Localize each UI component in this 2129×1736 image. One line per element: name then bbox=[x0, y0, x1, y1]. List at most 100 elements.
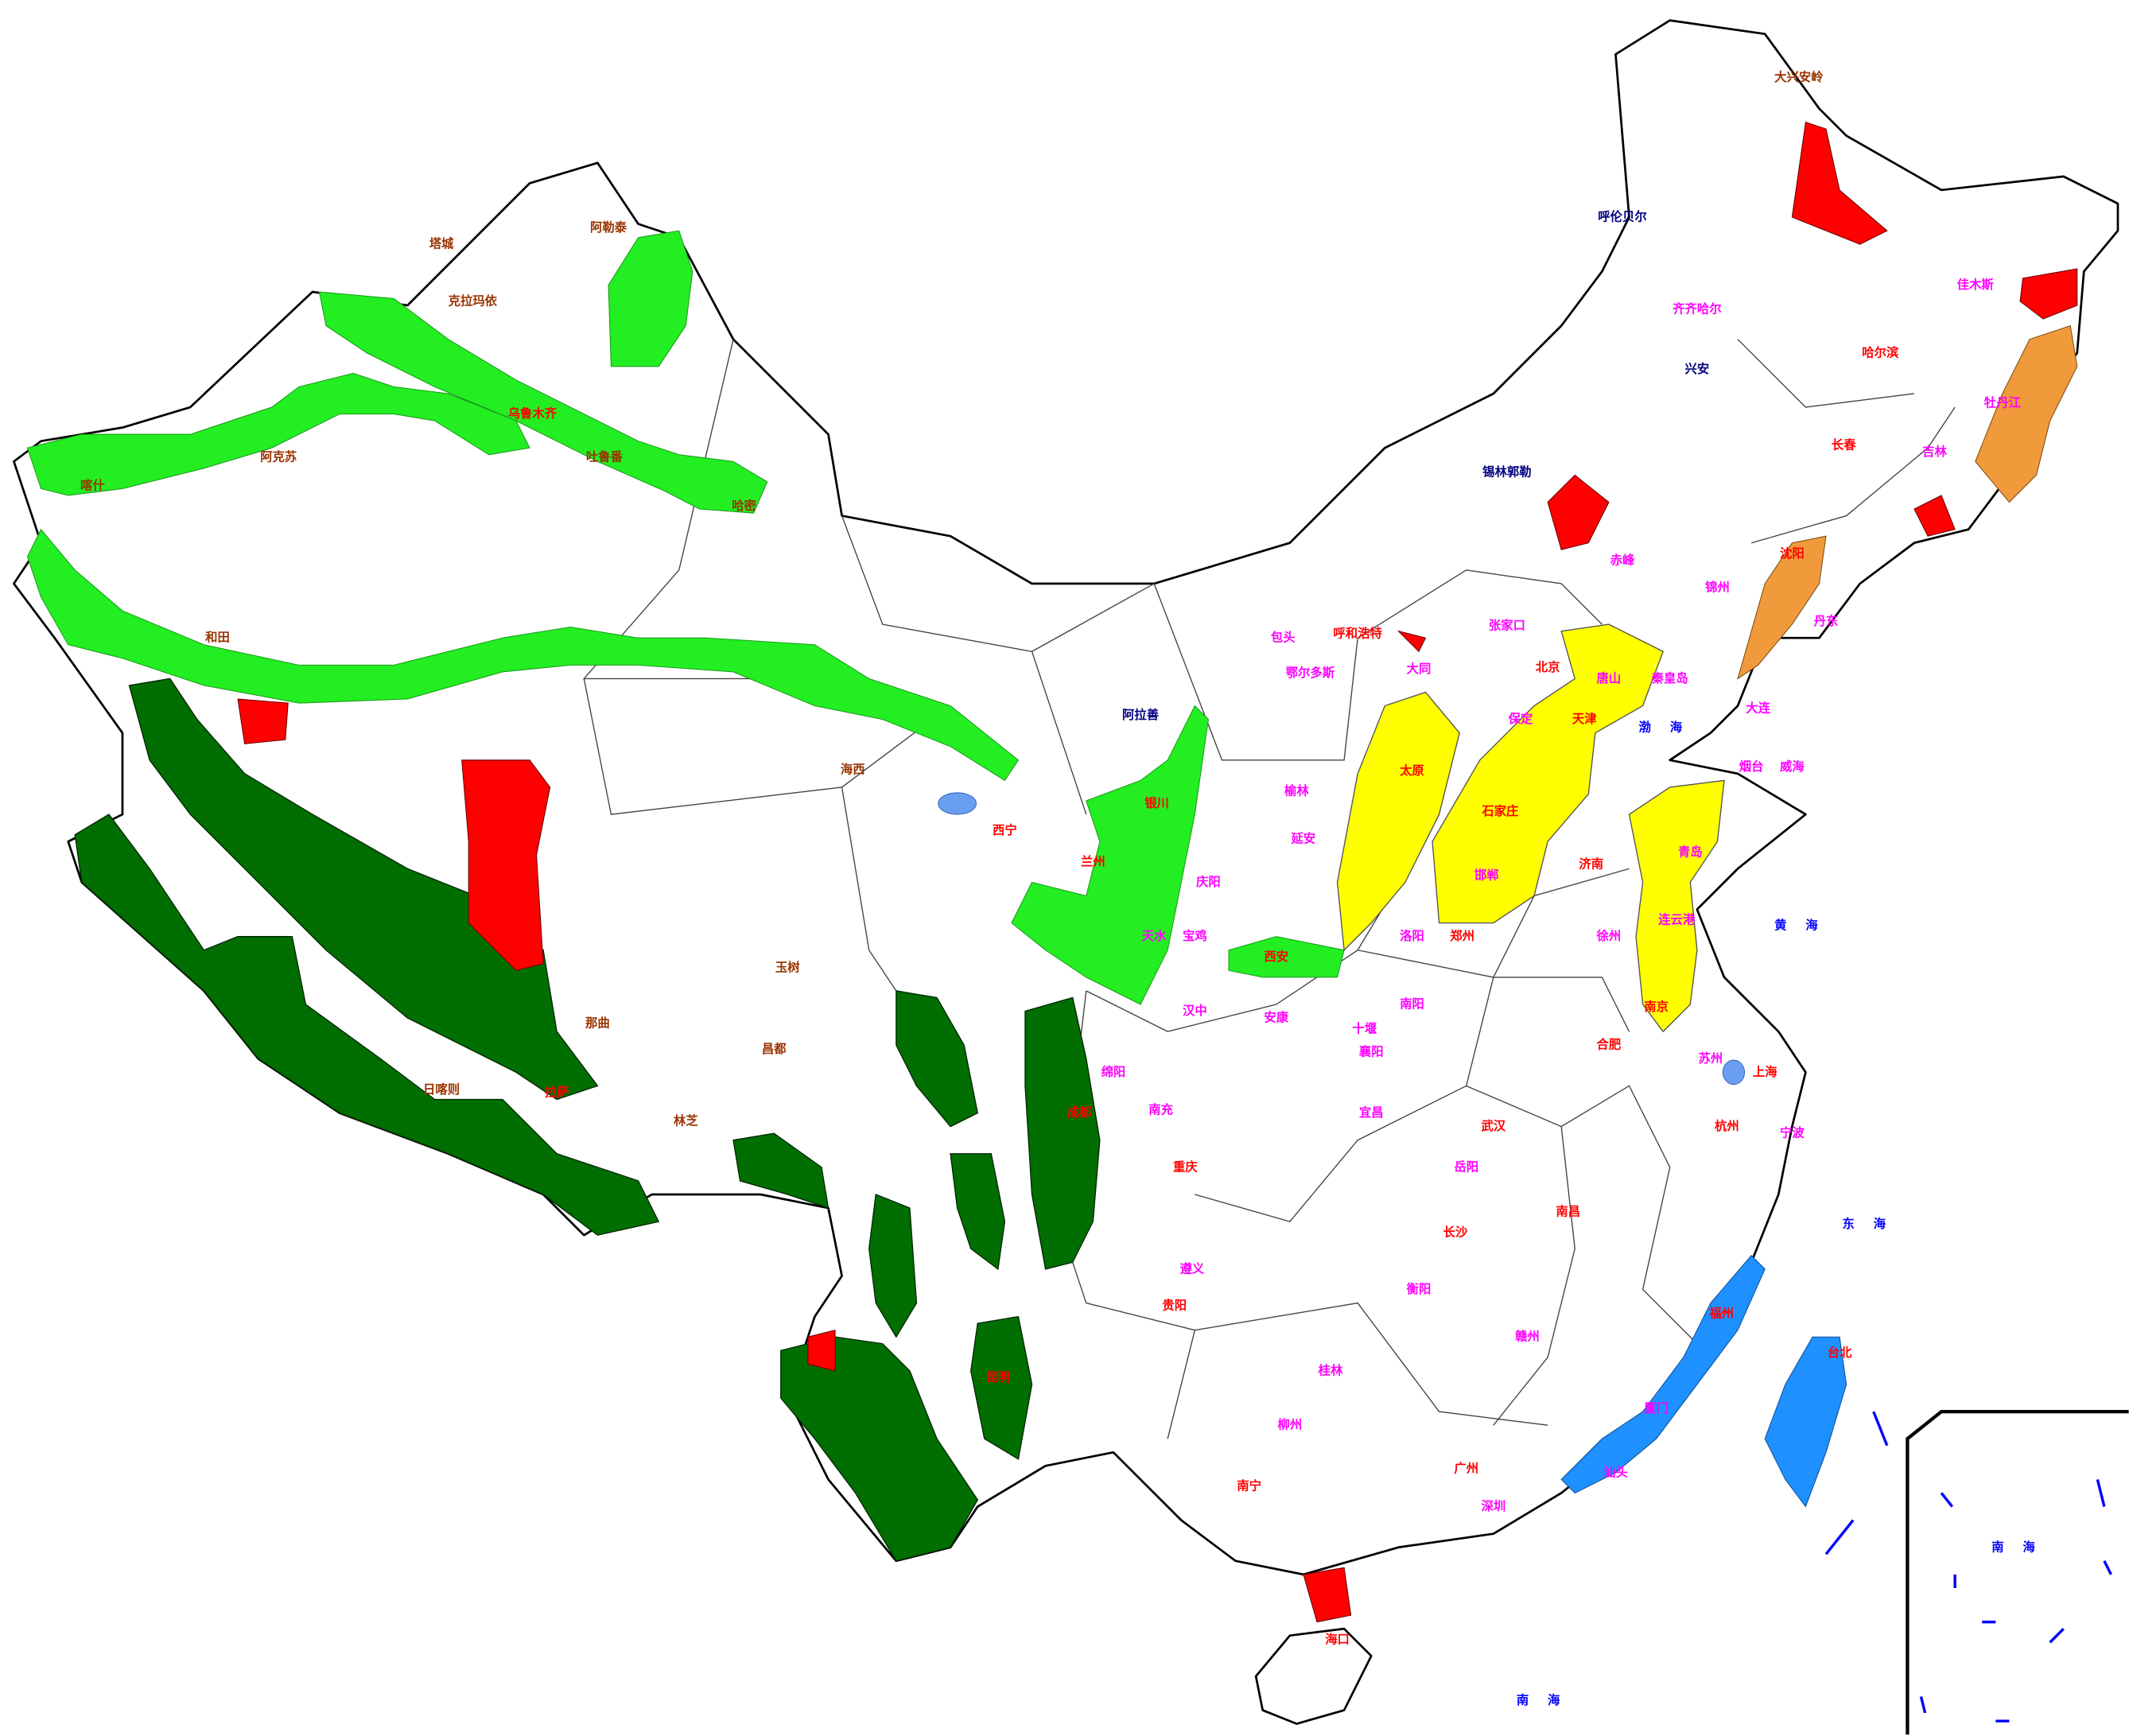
place-label: 徐州 bbox=[1596, 928, 1622, 943]
place-label: 海西 bbox=[841, 761, 865, 776]
place-label: 吐鲁番 bbox=[586, 449, 624, 464]
place-label: 安康 bbox=[1264, 1010, 1288, 1025]
place-label: 牡丹江 bbox=[1984, 394, 2022, 410]
place-label: 宁波 bbox=[1780, 1125, 1805, 1140]
sea-label: 南海 bbox=[1991, 1539, 2054, 1554]
orange-region bbox=[1737, 324, 2078, 680]
place-label: 拉萨 bbox=[545, 1084, 569, 1099]
place-label: 深圳 bbox=[1481, 1499, 1505, 1513]
place-label: 昆明 bbox=[985, 1370, 1010, 1385]
lake bbox=[1722, 1059, 1746, 1085]
place-label: 塔城 bbox=[429, 236, 454, 251]
place-label: 南京 bbox=[1644, 999, 1669, 1014]
place-label: 成都 bbox=[1067, 1105, 1092, 1120]
place-label: 阿拉善 bbox=[1122, 707, 1159, 722]
place-label: 南阳 bbox=[1400, 996, 1424, 1012]
place-label: 呼伦贝尔 bbox=[1598, 209, 1647, 224]
island-markers bbox=[1824, 1411, 2112, 1722]
place-label: 威海 bbox=[1780, 759, 1805, 774]
place-label: 遵义 bbox=[1180, 1260, 1205, 1276]
dark-green-region bbox=[74, 678, 1101, 1562]
place-label: 鄂尔多斯 bbox=[1286, 665, 1335, 680]
place-label: 石家庄 bbox=[1481, 803, 1518, 818]
place-label: 合肥 bbox=[1597, 1037, 1622, 1052]
place-label: 苏州 bbox=[1699, 1051, 1723, 1066]
red-region bbox=[237, 121, 2078, 1623]
place-label: 宝鸡 bbox=[1183, 928, 1207, 943]
place-label: 唐山 bbox=[1597, 670, 1622, 685]
hainan-island bbox=[1254, 1627, 1373, 1726]
place-label: 那曲 bbox=[585, 1016, 610, 1030]
green-region bbox=[26, 230, 1345, 1005]
place-label: 洛阳 bbox=[1400, 928, 1424, 943]
place-label: 保定 bbox=[1508, 711, 1533, 726]
place-label: 天水 bbox=[1142, 928, 1167, 943]
place-label: 岳阳 bbox=[1454, 1159, 1478, 1174]
place-label: 哈尔滨 bbox=[1862, 344, 1899, 359]
place-label: 大连 bbox=[1746, 700, 1770, 715]
place-label: 长春 bbox=[1832, 437, 1856, 452]
sea-label: 南海 bbox=[1517, 1692, 1579, 1707]
place-label: 阿克苏 bbox=[260, 449, 297, 464]
place-label: 北京 bbox=[1536, 659, 1560, 674]
place-label: 银川 bbox=[1144, 795, 1169, 810]
place-label: 西安 bbox=[1264, 949, 1288, 964]
place-label: 赣州 bbox=[1515, 1329, 1540, 1344]
place-label: 郑州 bbox=[1450, 928, 1474, 943]
place-label: 柳州 bbox=[1277, 1417, 1302, 1432]
place-label: 榆林 bbox=[1284, 783, 1309, 798]
place-label: 和田 bbox=[205, 631, 230, 645]
place-label: 庆阳 bbox=[1196, 874, 1221, 889]
place-label: 玉树 bbox=[775, 959, 800, 974]
place-label: 兴安 bbox=[1685, 361, 1710, 376]
place-label: 南昌 bbox=[1556, 1204, 1580, 1219]
place-label: 包头 bbox=[1271, 630, 1296, 645]
place-label: 沈阳 bbox=[1780, 546, 1805, 561]
place-label: 呼和浩特 bbox=[1333, 626, 1382, 641]
place-label: 贵阳 bbox=[1162, 1297, 1187, 1312]
place-label: 兰州 bbox=[1081, 853, 1105, 868]
place-label: 厦门 bbox=[1644, 1400, 1669, 1416]
place-label: 邯郸 bbox=[1474, 867, 1499, 882]
place-label: 张家口 bbox=[1489, 617, 1525, 632]
place-label: 哈密 bbox=[732, 498, 756, 513]
place-label: 秦皇岛 bbox=[1651, 670, 1688, 685]
place-label: 太原 bbox=[1400, 763, 1424, 778]
place-label: 天津 bbox=[1572, 712, 1597, 726]
sea-label: 黄海 bbox=[1774, 918, 1837, 933]
place-label: 日喀则 bbox=[423, 1082, 460, 1097]
place-label: 重庆 bbox=[1173, 1159, 1198, 1174]
place-label: 昌都 bbox=[762, 1042, 787, 1056]
place-label: 乌鲁木齐 bbox=[508, 406, 558, 421]
place-label: 延安 bbox=[1291, 830, 1316, 845]
place-label: 福州 bbox=[1708, 1306, 1734, 1321]
yellow-region bbox=[1336, 623, 1725, 1033]
place-label: 连云港 bbox=[1658, 912, 1696, 927]
sea-label: 渤海 bbox=[1638, 719, 1701, 734]
place-label: 十堰 bbox=[1352, 1020, 1377, 1035]
place-label: 宜昌 bbox=[1359, 1105, 1384, 1120]
place-label: 襄阳 bbox=[1358, 1043, 1384, 1058]
place-label: 锡林郭勒 bbox=[1482, 464, 1531, 479]
place-label: 武汉 bbox=[1481, 1118, 1505, 1133]
place-label: 林芝 bbox=[674, 1113, 698, 1128]
place-label: 烟台 bbox=[1739, 759, 1764, 774]
place-label: 青岛 bbox=[1678, 844, 1703, 859]
place-label: 南充 bbox=[1148, 1102, 1173, 1117]
place-label: 克拉玛依 bbox=[449, 293, 498, 308]
blue-region bbox=[1560, 1255, 1847, 1508]
place-label: 大兴安岭 bbox=[1774, 69, 1824, 84]
place-label: 锦州 bbox=[1705, 580, 1730, 595]
place-label: 杭州 bbox=[1715, 1118, 1739, 1133]
place-label: 赤峰 bbox=[1610, 552, 1635, 567]
place-label: 阿勒泰 bbox=[590, 219, 627, 235]
place-label: 南宁 bbox=[1237, 1478, 1261, 1493]
place-label: 台北 bbox=[1828, 1345, 1852, 1360]
place-label: 绵阳 bbox=[1101, 1064, 1126, 1079]
place-label: 汉中 bbox=[1183, 1003, 1207, 1018]
place-label: 吉林 bbox=[1922, 444, 1947, 459]
place-label: 济南 bbox=[1579, 856, 1603, 872]
place-label: 桂林 bbox=[1318, 1362, 1343, 1377]
place-label: 广州 bbox=[1454, 1460, 1478, 1475]
lake bbox=[938, 792, 977, 815]
